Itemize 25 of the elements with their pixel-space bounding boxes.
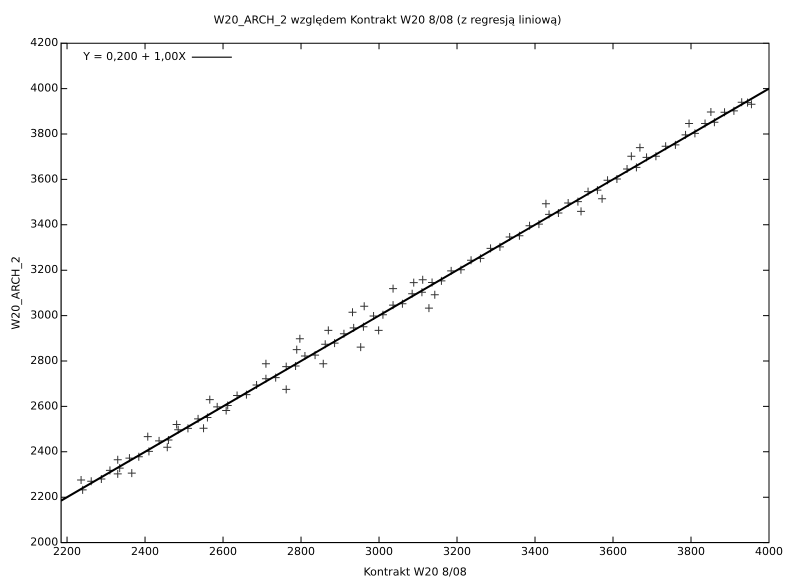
x-tick-label: 3000 [365,545,394,558]
y-tick-label: 3000 [30,308,58,322]
y-tick-label: 3400 [30,218,58,231]
y-tick-label: 4200 [30,36,58,50]
legend-label: Y = 0,200 + 1,00X [82,50,186,64]
x-tick-label: 2600 [209,545,238,558]
chart-title: W20_ARCH_2 względem Kontrakt W20 8/08 (z regresją liniową) [214,13,562,26]
x-tick-label: 3600 [599,545,628,558]
x-tick-label: 2400 [131,545,160,558]
y-tick-label: 3800 [30,126,58,140]
y-tick-label: 2200 [30,490,58,504]
x-axis-title: Kontrakt W20 8/08 [363,565,467,578]
x-tick-label: 3800 [677,545,706,558]
x-tick-label: 3400 [521,545,550,558]
x-tick-label: 2800 [287,545,316,558]
x-tick-label: 4000 [755,545,783,558]
x-tick-label: 3200 [443,545,472,558]
y-tick-label: 3600 [30,172,58,186]
y-tick-label: 2800 [30,354,58,367]
y-tick-label: 4000 [30,81,58,94]
y-axis-title: W20_ARCH_2 [9,256,22,330]
y-tick-label: 2600 [30,399,58,412]
y-tick-label: 2400 [30,444,58,458]
y-tick-label: 3200 [30,263,58,276]
x-tick-label: 2200 [53,545,82,558]
